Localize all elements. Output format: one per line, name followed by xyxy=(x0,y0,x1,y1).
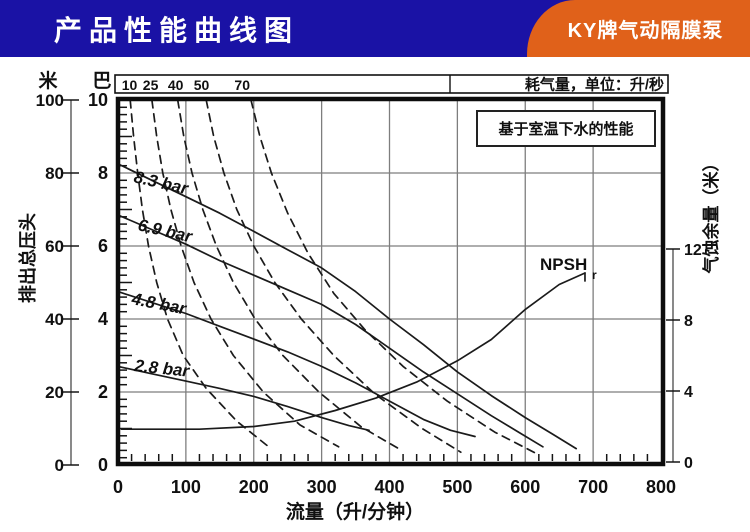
air-line-25 xyxy=(151,99,340,448)
bar-tick-label: 4 xyxy=(98,309,108,329)
x-tick-label: 700 xyxy=(578,477,608,497)
bar-tick-label: 10 xyxy=(88,90,108,110)
meter-unit-label: 米 xyxy=(38,69,58,92)
x-tick-label: 500 xyxy=(442,477,472,497)
curve-8.3-bar xyxy=(117,163,578,450)
secondary-axes xyxy=(70,100,674,465)
curve-label-2-8-bar: 2.8 bar xyxy=(133,356,192,381)
air-value-label: 25 xyxy=(143,77,159,93)
left-axis-title: 排出总压头 xyxy=(17,213,38,303)
bar-tick-label: 2 xyxy=(98,382,108,402)
curve-label-4-8-bar: 4.8 bar xyxy=(129,289,189,319)
npsh-tick-label: 8 xyxy=(684,313,693,330)
brand-badge: KY牌气动隔膜泵 xyxy=(527,0,750,57)
axis-ticks xyxy=(63,99,680,466)
npsh-label-subscript: r xyxy=(592,268,597,282)
curve-2.8-bar xyxy=(117,365,370,432)
x-axis-title: 流量（升/分钟） xyxy=(286,500,424,523)
bar-tick-label: 8 xyxy=(98,163,108,183)
npsh-curve xyxy=(120,272,586,431)
x-tick-label: 800 xyxy=(646,477,676,497)
air-line-40 xyxy=(176,99,403,452)
page-title: 产品性能曲线图 xyxy=(54,14,300,46)
air-line-10 xyxy=(129,99,270,448)
bar-tick-label: 0 xyxy=(98,455,108,475)
meter-tick-label: 60 xyxy=(45,237,64,256)
performance-chart: 耗气量，单位：升/秒 基于室温下水的性能 0 100 200 300 400 500 600… xyxy=(17,69,721,523)
air-line-50 xyxy=(205,99,462,454)
meter-tick-label: 20 xyxy=(45,383,64,402)
npsh-tick-label: 0 xyxy=(684,455,693,472)
air-value-label: 70 xyxy=(234,77,250,93)
air-strip-box xyxy=(114,74,669,94)
air-line-70 xyxy=(250,99,539,455)
curves xyxy=(117,99,586,455)
curve-6.9-bar xyxy=(117,214,544,448)
meter-tick-label: 40 xyxy=(45,310,64,329)
title-bar: 产品性能曲线图 KY牌气动隔膜泵 xyxy=(0,0,750,57)
x-tick-label: 200 xyxy=(239,477,269,497)
right-axis-title: 气蚀余量（米） xyxy=(701,155,721,275)
npsh-label: NPSH xyxy=(540,255,587,274)
brand-badge-label: KY牌气动隔膜泵 xyxy=(567,20,724,42)
bar-unit-label: 巴 xyxy=(92,71,111,92)
x-tick-label: 0 xyxy=(113,477,123,497)
meter-tick-label: 100 xyxy=(36,91,64,110)
meter-tick-label: 0 xyxy=(55,456,64,475)
gridlines xyxy=(118,100,661,464)
x-tick-label: 300 xyxy=(307,477,337,497)
x-tick-label: 100 xyxy=(171,477,201,497)
air-value-label: 40 xyxy=(168,77,184,93)
tick-labels: 0 100 200 300 400 500 600 700 800024681002040608… xyxy=(36,77,702,497)
curve-label-8-3-bar: 8.3 bar xyxy=(132,167,191,198)
x-tick-label: 600 xyxy=(510,477,540,497)
plot-frame xyxy=(115,96,666,467)
air-value-label: 10 xyxy=(122,77,138,93)
note-text: 基于室温下水的性能 xyxy=(497,120,633,138)
npsh-tick-label: 4 xyxy=(684,384,693,401)
bar-tick-label: 6 xyxy=(98,236,108,256)
air-value-label: 50 xyxy=(194,77,210,93)
air-strip-title: 耗气量，单位：升/秒 xyxy=(525,76,664,94)
note-box xyxy=(476,110,656,147)
curve-4.8-bar xyxy=(117,290,476,438)
npsh-tick-label: 12 xyxy=(684,242,702,259)
meter-tick-label: 80 xyxy=(45,164,64,183)
x-tick-label: 400 xyxy=(374,477,404,497)
